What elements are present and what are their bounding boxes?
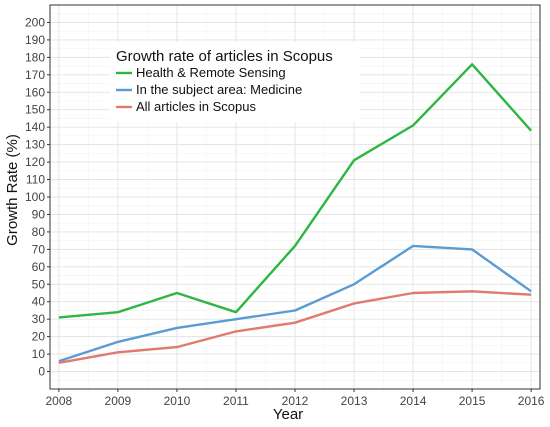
series-lines xyxy=(58,63,532,364)
y-tick-label: 40 xyxy=(32,295,46,309)
y-tick-label: 170 xyxy=(25,68,45,82)
x-tick-label: 2016 xyxy=(518,394,545,408)
series-line xyxy=(58,290,532,364)
x-axis-ticks: 2008 2009 2010 2011 2012 2013 2014 2015 2016 xyxy=(46,389,545,408)
y-tick-label: 140 xyxy=(25,120,45,134)
y-tick-label: 150 xyxy=(25,103,45,117)
y-tick-label: 80 xyxy=(32,225,46,239)
y-tick-label: 110 xyxy=(26,173,45,187)
legend-background xyxy=(110,42,360,122)
y-tick-label: 90 xyxy=(32,207,46,221)
y-tick-label: 190 xyxy=(25,33,45,47)
y-tick-label: 30 xyxy=(32,312,46,326)
series-line xyxy=(58,244,532,363)
legend-label: In the subject area: Medicine xyxy=(136,82,302,97)
y-tick-label: 200 xyxy=(25,15,45,29)
x-tick-label: 2014 xyxy=(400,394,427,408)
y-tick-label: 70 xyxy=(32,242,46,256)
x-tick-label: 2013 xyxy=(341,394,368,408)
y-tick-label: 120 xyxy=(25,155,45,169)
series-line xyxy=(58,63,532,319)
y-tick-label: 50 xyxy=(32,277,46,291)
x-tick-label: 2009 xyxy=(105,394,132,408)
y-axis-title: Growth Rate (%) xyxy=(4,134,21,246)
legend: Growth rate of articles in Scopus Health… xyxy=(110,42,360,122)
y-tick-label: 10 xyxy=(32,347,46,361)
x-tick-label: 2015 xyxy=(459,394,486,408)
x-tick-label: 2010 xyxy=(164,394,191,408)
x-axis-title: Year xyxy=(273,406,303,423)
legend-title: Growth rate of articles in Scopus xyxy=(116,48,333,65)
y-axis-ticks: 0 10 20 30 40 50 60 70 80 90 100 110 120 130 140 150 160… xyxy=(25,15,50,379)
x-tick-label: 2012 xyxy=(282,394,309,408)
y-tick-label: 130 xyxy=(25,138,45,152)
x-tick-label: 2008 xyxy=(46,394,73,408)
y-tick-label: 60 xyxy=(32,260,46,274)
y-tick-label: 100 xyxy=(25,190,45,204)
legend-label: All articles in Scopus xyxy=(136,99,256,114)
x-tick-label: 2011 xyxy=(223,394,249,408)
y-tick-label: 0 xyxy=(38,365,45,379)
y-tick-label: 180 xyxy=(25,50,45,64)
y-tick-label: 20 xyxy=(32,330,46,344)
y-tick-label: 160 xyxy=(25,85,45,99)
legend-label: Health & Remote Sensing xyxy=(136,65,286,80)
